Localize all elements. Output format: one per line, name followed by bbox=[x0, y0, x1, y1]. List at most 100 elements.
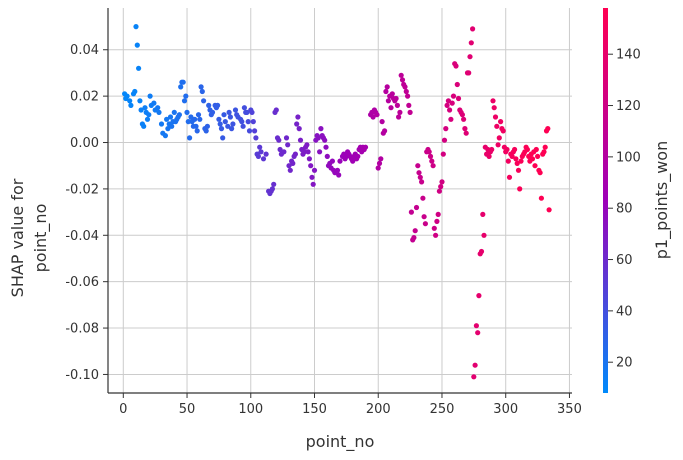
data-point bbox=[448, 116, 454, 122]
data-point bbox=[305, 149, 311, 155]
data-point bbox=[489, 146, 495, 153]
data-point bbox=[455, 95, 462, 102]
data-point bbox=[257, 144, 263, 150]
data-point bbox=[322, 137, 328, 143]
data-point bbox=[430, 163, 436, 169]
y-axis-ticks: 0.04 0.02 0.00 -0.02 -0.04 -0.06 -0.08 -0.10 bbox=[65, 43, 108, 383]
data-point bbox=[541, 149, 547, 155]
data-point bbox=[407, 109, 413, 115]
data-point bbox=[408, 209, 414, 215]
data-point bbox=[513, 156, 519, 162]
data-point bbox=[221, 112, 227, 118]
data-point bbox=[449, 100, 455, 106]
data-point bbox=[389, 91, 395, 97]
data-point bbox=[421, 214, 427, 220]
data-point bbox=[384, 84, 390, 90]
axes bbox=[107, 8, 572, 394]
data-point bbox=[306, 156, 312, 162]
data-point bbox=[440, 151, 446, 157]
data-point bbox=[164, 116, 170, 122]
data-point bbox=[217, 121, 223, 127]
data-point bbox=[250, 119, 256, 125]
data-point bbox=[398, 72, 404, 78]
data-point bbox=[290, 160, 296, 166]
data-point bbox=[471, 374, 477, 380]
data-point bbox=[285, 142, 291, 148]
data-point bbox=[447, 107, 453, 113]
data-point bbox=[500, 128, 506, 134]
data-point bbox=[230, 121, 236, 127]
data-point bbox=[225, 123, 231, 129]
data-point bbox=[535, 153, 541, 159]
data-point bbox=[532, 163, 538, 169]
data-point bbox=[244, 109, 250, 115]
data-point bbox=[546, 207, 552, 213]
data-point bbox=[450, 93, 457, 99]
data-point bbox=[204, 123, 210, 129]
data-point bbox=[478, 248, 485, 255]
data-point bbox=[426, 149, 432, 155]
data-point bbox=[187, 135, 193, 141]
data-point bbox=[315, 135, 321, 141]
data-point bbox=[545, 126, 551, 132]
data-point bbox=[142, 105, 148, 111]
data-point bbox=[445, 98, 451, 104]
data-point bbox=[201, 98, 207, 104]
y-tick-label: -0.10 bbox=[65, 368, 99, 383]
data-point bbox=[427, 153, 434, 159]
x-tick-label: 100 bbox=[238, 402, 263, 417]
data-point bbox=[438, 184, 444, 190]
data-point bbox=[253, 135, 259, 141]
data-point bbox=[199, 88, 205, 95]
data-point bbox=[124, 93, 130, 99]
data-point bbox=[203, 128, 209, 134]
data-point bbox=[151, 100, 157, 106]
data-point bbox=[454, 81, 460, 88]
data-point bbox=[304, 142, 310, 148]
data-point bbox=[472, 362, 478, 368]
x-tick-label: 150 bbox=[302, 402, 327, 417]
data-point bbox=[466, 70, 472, 76]
x-tick-label: 300 bbox=[493, 402, 518, 417]
y-tick-label: -0.04 bbox=[65, 229, 99, 244]
data-point bbox=[147, 93, 153, 99]
data-point bbox=[232, 107, 239, 113]
data-point bbox=[310, 181, 316, 187]
data-point bbox=[399, 77, 406, 83]
data-point bbox=[490, 98, 496, 104]
data-point bbox=[193, 123, 199, 129]
colorbar bbox=[603, 8, 608, 393]
data-point bbox=[542, 144, 548, 150]
data-point bbox=[498, 119, 504, 125]
data-point bbox=[518, 158, 524, 164]
data-point bbox=[481, 232, 487, 238]
data-point bbox=[385, 98, 391, 104]
data-point bbox=[411, 235, 417, 241]
data-point bbox=[429, 158, 435, 164]
data-point bbox=[132, 88, 138, 95]
data-point bbox=[379, 119, 385, 125]
data-point bbox=[517, 186, 523, 192]
data-point bbox=[181, 98, 188, 104]
data-point bbox=[283, 135, 290, 141]
data-point bbox=[183, 93, 189, 99]
data-point bbox=[311, 167, 318, 173]
data-point bbox=[370, 114, 376, 120]
data-point bbox=[406, 102, 412, 108]
data-point bbox=[383, 88, 389, 95]
data-point bbox=[393, 95, 399, 102]
colorbar-tick-label: 140 bbox=[616, 48, 641, 63]
data-point bbox=[246, 128, 253, 134]
data-point bbox=[158, 121, 165, 127]
y-tick-label: -0.02 bbox=[65, 182, 99, 197]
data-point bbox=[473, 323, 479, 329]
data-point bbox=[308, 163, 314, 169]
data-point bbox=[336, 172, 342, 178]
y-tick-label: -0.06 bbox=[65, 275, 99, 290]
data-point bbox=[416, 170, 422, 176]
y-tick-label: 0.02 bbox=[70, 90, 99, 105]
data-point bbox=[188, 114, 194, 120]
data-point bbox=[318, 126, 324, 132]
x-tick-label: 250 bbox=[430, 402, 455, 417]
data-point bbox=[453, 63, 459, 69]
